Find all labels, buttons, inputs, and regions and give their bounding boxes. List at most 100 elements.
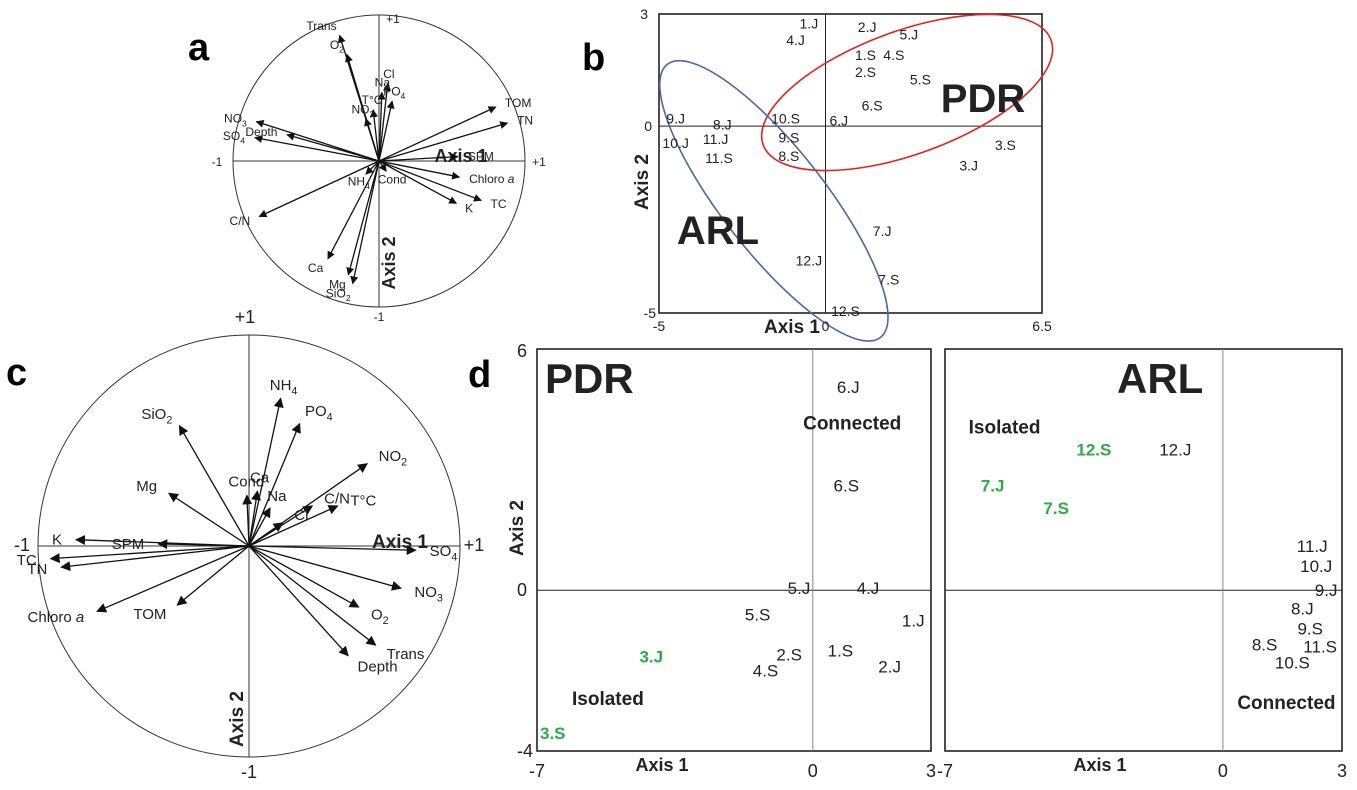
vector-arrow: [248, 545, 402, 591]
vector-arrow: [255, 119, 380, 162]
vector-label: Ca: [250, 470, 270, 487]
vector-arrow: [378, 160, 461, 180]
x-tick-label: 0: [808, 761, 818, 781]
panel-letter-b: b: [582, 37, 605, 79]
vector-arrow: [365, 160, 380, 175]
sample-point-label: 12.S: [831, 303, 860, 319]
vector-label: TN: [517, 113, 533, 127]
vector-arrow: [378, 100, 395, 162]
vector-label: TC: [17, 552, 37, 569]
x-tick-label: 0: [822, 318, 830, 334]
y-tick-label: -4: [517, 741, 533, 761]
y-tick-label: -5: [644, 305, 657, 321]
vector-label: SO4: [430, 543, 458, 564]
vector-arrow: [96, 545, 250, 613]
vector-arrow: [49, 545, 250, 564]
sample-point-label: 2.J: [858, 19, 877, 35]
annotation-connected: Connected: [1237, 693, 1335, 714]
vector-label: Mg: [136, 478, 157, 495]
vector-arrow: [248, 545, 360, 608]
sample-point-label: 6.S: [834, 477, 860, 496]
panel-b-scores-plot: -5 0 6.5 3 0 -5 Axis 1 Axis 2 PDR ARL 1.J4.J 2.J 5.J…: [632, 6, 1054, 342]
sample-point-label: 7.J: [981, 477, 1005, 496]
vector-label: Depth: [358, 658, 398, 675]
sample-point-label: 8.J: [1291, 599, 1314, 618]
vector-arrow: [377, 91, 386, 162]
tick-label-top: +1: [235, 307, 256, 327]
vector-label: Ca: [308, 261, 324, 275]
vector-label: Chloro a: [28, 609, 85, 626]
vector-label: PO4: [383, 85, 405, 102]
vector-label: K: [52, 531, 62, 548]
vector-arrow: [60, 545, 250, 572]
sample-point-label: 4.J: [786, 32, 805, 48]
sample-point-label: 2.S: [776, 646, 802, 665]
y-tick-label: 0: [644, 118, 652, 134]
vector-label: NO3: [414, 584, 443, 605]
sample-point-label: 5.J: [899, 27, 918, 43]
sample-point-label: 8.J: [713, 116, 732, 132]
vector-arrow: [370, 109, 380, 162]
sample-point-label: 3.J: [639, 648, 663, 667]
group-label-arl: ARL: [677, 209, 759, 253]
vector-arrow: [378, 121, 509, 162]
vector-arrow: [378, 160, 458, 204]
sample-point-label: 4.J: [857, 579, 880, 598]
tick-label-top: +1: [386, 12, 400, 26]
y-tick-label: 3: [640, 6, 648, 22]
plot-title: ARL: [1117, 355, 1203, 402]
sample-point-label: 9.S: [1297, 619, 1323, 638]
sample-point-label: 5.J: [788, 579, 811, 598]
tick-label-left: -1: [212, 155, 223, 169]
sample-point-label: 11.J: [703, 131, 728, 147]
vector-arrow: [248, 397, 284, 547]
sample-point-label: 1.J: [902, 611, 925, 630]
y-axis-label: Axis 2: [507, 500, 528, 556]
vector-arrow: [364, 117, 380, 162]
vector-label: Cl: [294, 507, 308, 524]
vector-label: TN: [27, 561, 47, 578]
vector-label: K: [465, 201, 473, 215]
plot-frame: [944, 348, 1343, 752]
sample-point-label: 8.S: [1252, 635, 1278, 654]
x-axis-label: Axis 1: [764, 317, 820, 338]
x-tick-label: 3: [1337, 761, 1347, 781]
sample-point-label: 7.S: [878, 271, 899, 287]
vector-arrow: [248, 545, 377, 646]
axis-2-label: Axis 2: [379, 236, 399, 289]
tick-label-right: +1: [464, 535, 485, 555]
x-tick-label: 6.5: [1032, 318, 1052, 334]
vector-label: TOM: [133, 606, 166, 623]
sample-point-label: 3.S: [995, 137, 1016, 153]
vector-label: T°C: [350, 492, 376, 509]
panel-d-arl-plot: ARL -7 0 3 Axis 1 Isolated Connected 12.S 12.J 7.…: [937, 348, 1347, 781]
vector-label: O2: [330, 38, 344, 55]
axis-1-label: Axis 1: [434, 146, 487, 166]
vector-arrow: [178, 424, 250, 547]
vector-arrow: [378, 106, 497, 162]
sample-point-label: 10.S: [1275, 654, 1310, 673]
vector-label: O2: [371, 606, 389, 627]
sample-point-label: 12.J: [1159, 441, 1191, 460]
arl-ellipse: [658, 59, 889, 342]
plot-frame: [536, 348, 932, 752]
tick-label-bottom: -1: [374, 310, 385, 324]
vector-arrow: [248, 544, 417, 555]
vector-arrow: [327, 160, 380, 260]
sample-point-label: 1.S: [828, 642, 854, 661]
panel-letter-c: c: [6, 352, 27, 394]
y-tick-label: 6: [517, 341, 527, 361]
sample-point-label: 12.J: [796, 253, 822, 269]
vector-arrow: [378, 160, 482, 202]
vector-label: NH4: [348, 174, 370, 191]
sample-point-label: 2.S: [855, 64, 876, 80]
vector-label: Trans: [306, 19, 336, 33]
annotation-connected: Connected: [803, 413, 901, 434]
x-tick-label: -5: [653, 318, 666, 334]
sample-point-label: 6.J: [829, 113, 848, 129]
vector-arrow: [248, 522, 284, 547]
vector-arrow: [350, 160, 380, 285]
vector-label: T°C: [362, 93, 383, 107]
sample-point-label: 10.J: [662, 135, 688, 151]
